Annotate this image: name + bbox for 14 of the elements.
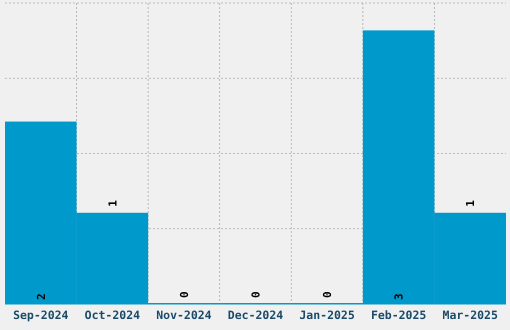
x-tick-label: Mar-2025: [442, 308, 498, 322]
data-label: 0: [250, 291, 262, 298]
x-tick-label: Nov-2024: [156, 308, 212, 322]
data-label: 0: [178, 291, 191, 298]
x-tick-label: Feb-2025: [370, 308, 426, 322]
x-tick-label: Oct-2024: [84, 308, 140, 322]
data-label: 1: [106, 200, 120, 207]
data-label: 2: [34, 293, 48, 300]
x-tick-label: Dec-2024: [228, 308, 284, 322]
x-tick-label: Sep-2024: [13, 308, 69, 322]
data-label: 1: [464, 200, 478, 207]
data-label: 0: [321, 291, 334, 298]
data-label: 3: [392, 293, 406, 300]
x-tick-label: Jan-2025: [299, 308, 355, 322]
